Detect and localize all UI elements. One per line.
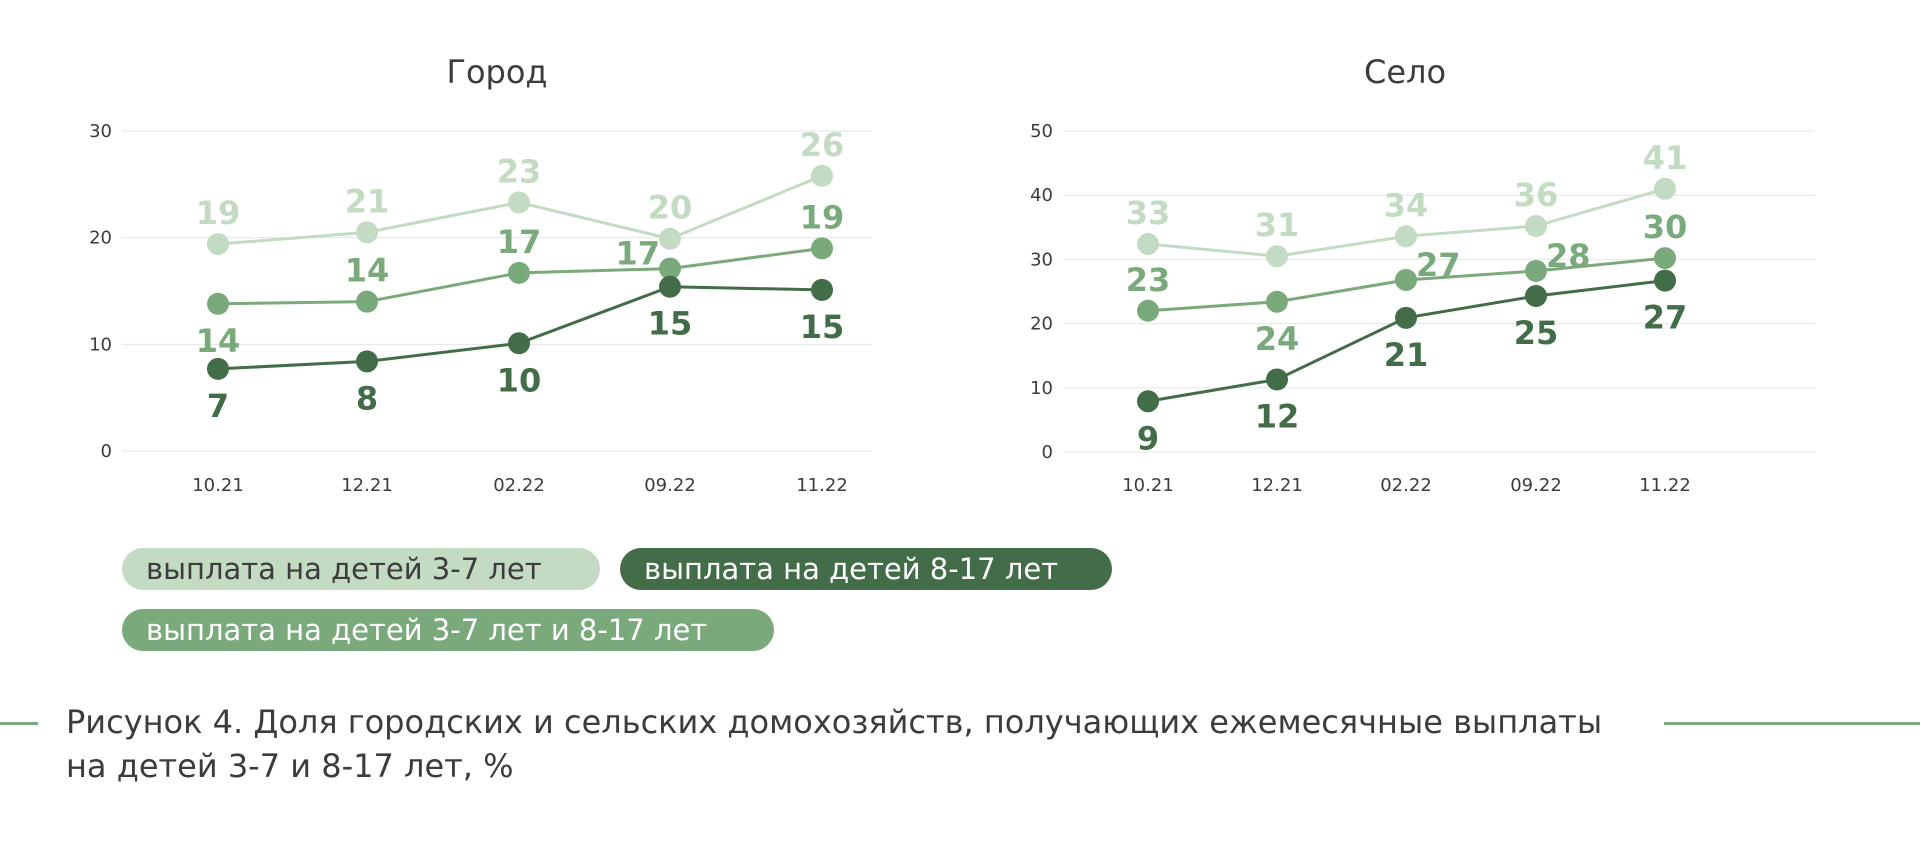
data-point xyxy=(1137,390,1159,413)
data-point xyxy=(1266,368,1288,391)
caption-line-1: Рисунок 4. Доля городских и сельских дом… xyxy=(66,703,1603,741)
data-label: 23 xyxy=(1126,261,1171,299)
data-point xyxy=(1395,225,1417,248)
data-point xyxy=(1525,259,1547,282)
data-point xyxy=(811,278,833,301)
data-point xyxy=(356,290,378,313)
data-label: 19 xyxy=(196,194,241,232)
data-point xyxy=(356,221,378,244)
data-label: 17 xyxy=(615,235,660,273)
data-label: 24 xyxy=(1255,320,1300,358)
data-label: 27 xyxy=(1643,299,1688,337)
data-label: 33 xyxy=(1126,194,1171,232)
data-label: 21 xyxy=(345,182,390,220)
data-label: 31 xyxy=(1255,206,1300,244)
series-line xyxy=(217,285,823,371)
data-label: 14 xyxy=(345,252,390,290)
data-label: 10 xyxy=(497,361,542,399)
data-label: 9 xyxy=(1137,419,1159,457)
y-tick-label: 10 xyxy=(1030,378,1053,399)
data-label: 19 xyxy=(800,198,845,236)
data-point xyxy=(1654,247,1676,270)
x-tick-label: 09.22 xyxy=(1510,475,1562,496)
x-tick-label: 11.22 xyxy=(796,475,848,496)
x-tick-label: 10.21 xyxy=(1122,475,1174,496)
chart-title: Село xyxy=(1364,53,1446,91)
data-point xyxy=(811,164,833,187)
data-point xyxy=(207,292,229,315)
data-point xyxy=(1654,269,1676,292)
caption-rule-right xyxy=(1664,722,1920,725)
data-point xyxy=(207,357,229,380)
x-tick-label: 02.22 xyxy=(1380,475,1432,496)
charts-area: Город 0 10 20 30 10.21 12.21 02.22 09.22 11.22 19 2… xyxy=(89,53,1815,496)
data-label: 27 xyxy=(1416,246,1461,284)
data-point xyxy=(1266,290,1288,313)
data-point xyxy=(508,191,530,214)
data-label: 25 xyxy=(1514,314,1559,352)
data-point xyxy=(508,332,530,355)
y-tick-label: 50 xyxy=(1030,121,1053,142)
data-point xyxy=(1395,306,1417,329)
data-label: 23 xyxy=(497,152,542,190)
data-point xyxy=(356,350,378,373)
data-label: 26 xyxy=(800,126,845,164)
data-label: 21 xyxy=(1384,336,1429,374)
x-tick-label: 12.21 xyxy=(1251,475,1303,496)
data-point xyxy=(1654,177,1676,200)
y-tick-label: 20 xyxy=(89,228,112,249)
data-point xyxy=(1137,232,1159,255)
x-tick-label: 02.22 xyxy=(493,475,545,496)
data-label: 12 xyxy=(1255,397,1300,435)
y-tick-label: 40 xyxy=(1030,185,1053,206)
data-label: 15 xyxy=(800,308,845,346)
data-label: 30 xyxy=(1643,208,1688,246)
data-label: 28 xyxy=(1546,237,1591,275)
data-label: 41 xyxy=(1643,139,1688,177)
x-tick-label: 09.22 xyxy=(644,475,696,496)
y-tick-label: 0 xyxy=(1042,442,1053,463)
data-point xyxy=(811,237,833,260)
y-tick-label: 0 xyxy=(101,441,112,462)
x-tick-label: 10.21 xyxy=(192,475,244,496)
caption-rule-left xyxy=(0,722,38,725)
data-label: 17 xyxy=(497,223,542,261)
figure-caption: Рисунок 4. Доля городских и сельских дом… xyxy=(66,700,1646,788)
x-tick-label: 12.21 xyxy=(341,475,393,496)
data-point xyxy=(659,227,681,250)
data-label: 20 xyxy=(648,189,693,227)
legend-item-8-17: выплата на детей 8-17 лет xyxy=(620,548,1112,590)
legend-item-3-7: выплата на детей 3-7 лет xyxy=(122,548,600,590)
y-tick-label: 30 xyxy=(89,121,112,142)
data-point xyxy=(1395,268,1417,291)
data-label: 8 xyxy=(356,379,378,417)
data-point xyxy=(1525,284,1547,307)
data-point xyxy=(1525,215,1547,238)
data-point xyxy=(659,257,681,280)
chart-title: Город xyxy=(446,53,547,91)
data-label: 15 xyxy=(648,305,693,343)
caption-line-2: на детей 3-7 и 8-17 лет, % xyxy=(66,747,514,785)
y-tick-label: 20 xyxy=(1030,314,1053,335)
legend-item-3-7-and-8-17: выплата на детей 3-7 лет и 8-17 лет xyxy=(122,609,774,651)
data-point xyxy=(508,261,530,284)
data-label: 14 xyxy=(196,322,241,360)
y-tick-label: 10 xyxy=(89,334,112,355)
data-label: 36 xyxy=(1514,176,1559,214)
y-tick-label: 30 xyxy=(1030,249,1053,270)
data-point xyxy=(1137,299,1159,322)
data-point xyxy=(207,233,229,256)
x-tick-label: 11.22 xyxy=(1639,475,1691,496)
data-point xyxy=(1266,245,1288,268)
data-label: 34 xyxy=(1384,186,1429,224)
data-point xyxy=(659,275,681,298)
data-label: 7 xyxy=(207,387,229,425)
